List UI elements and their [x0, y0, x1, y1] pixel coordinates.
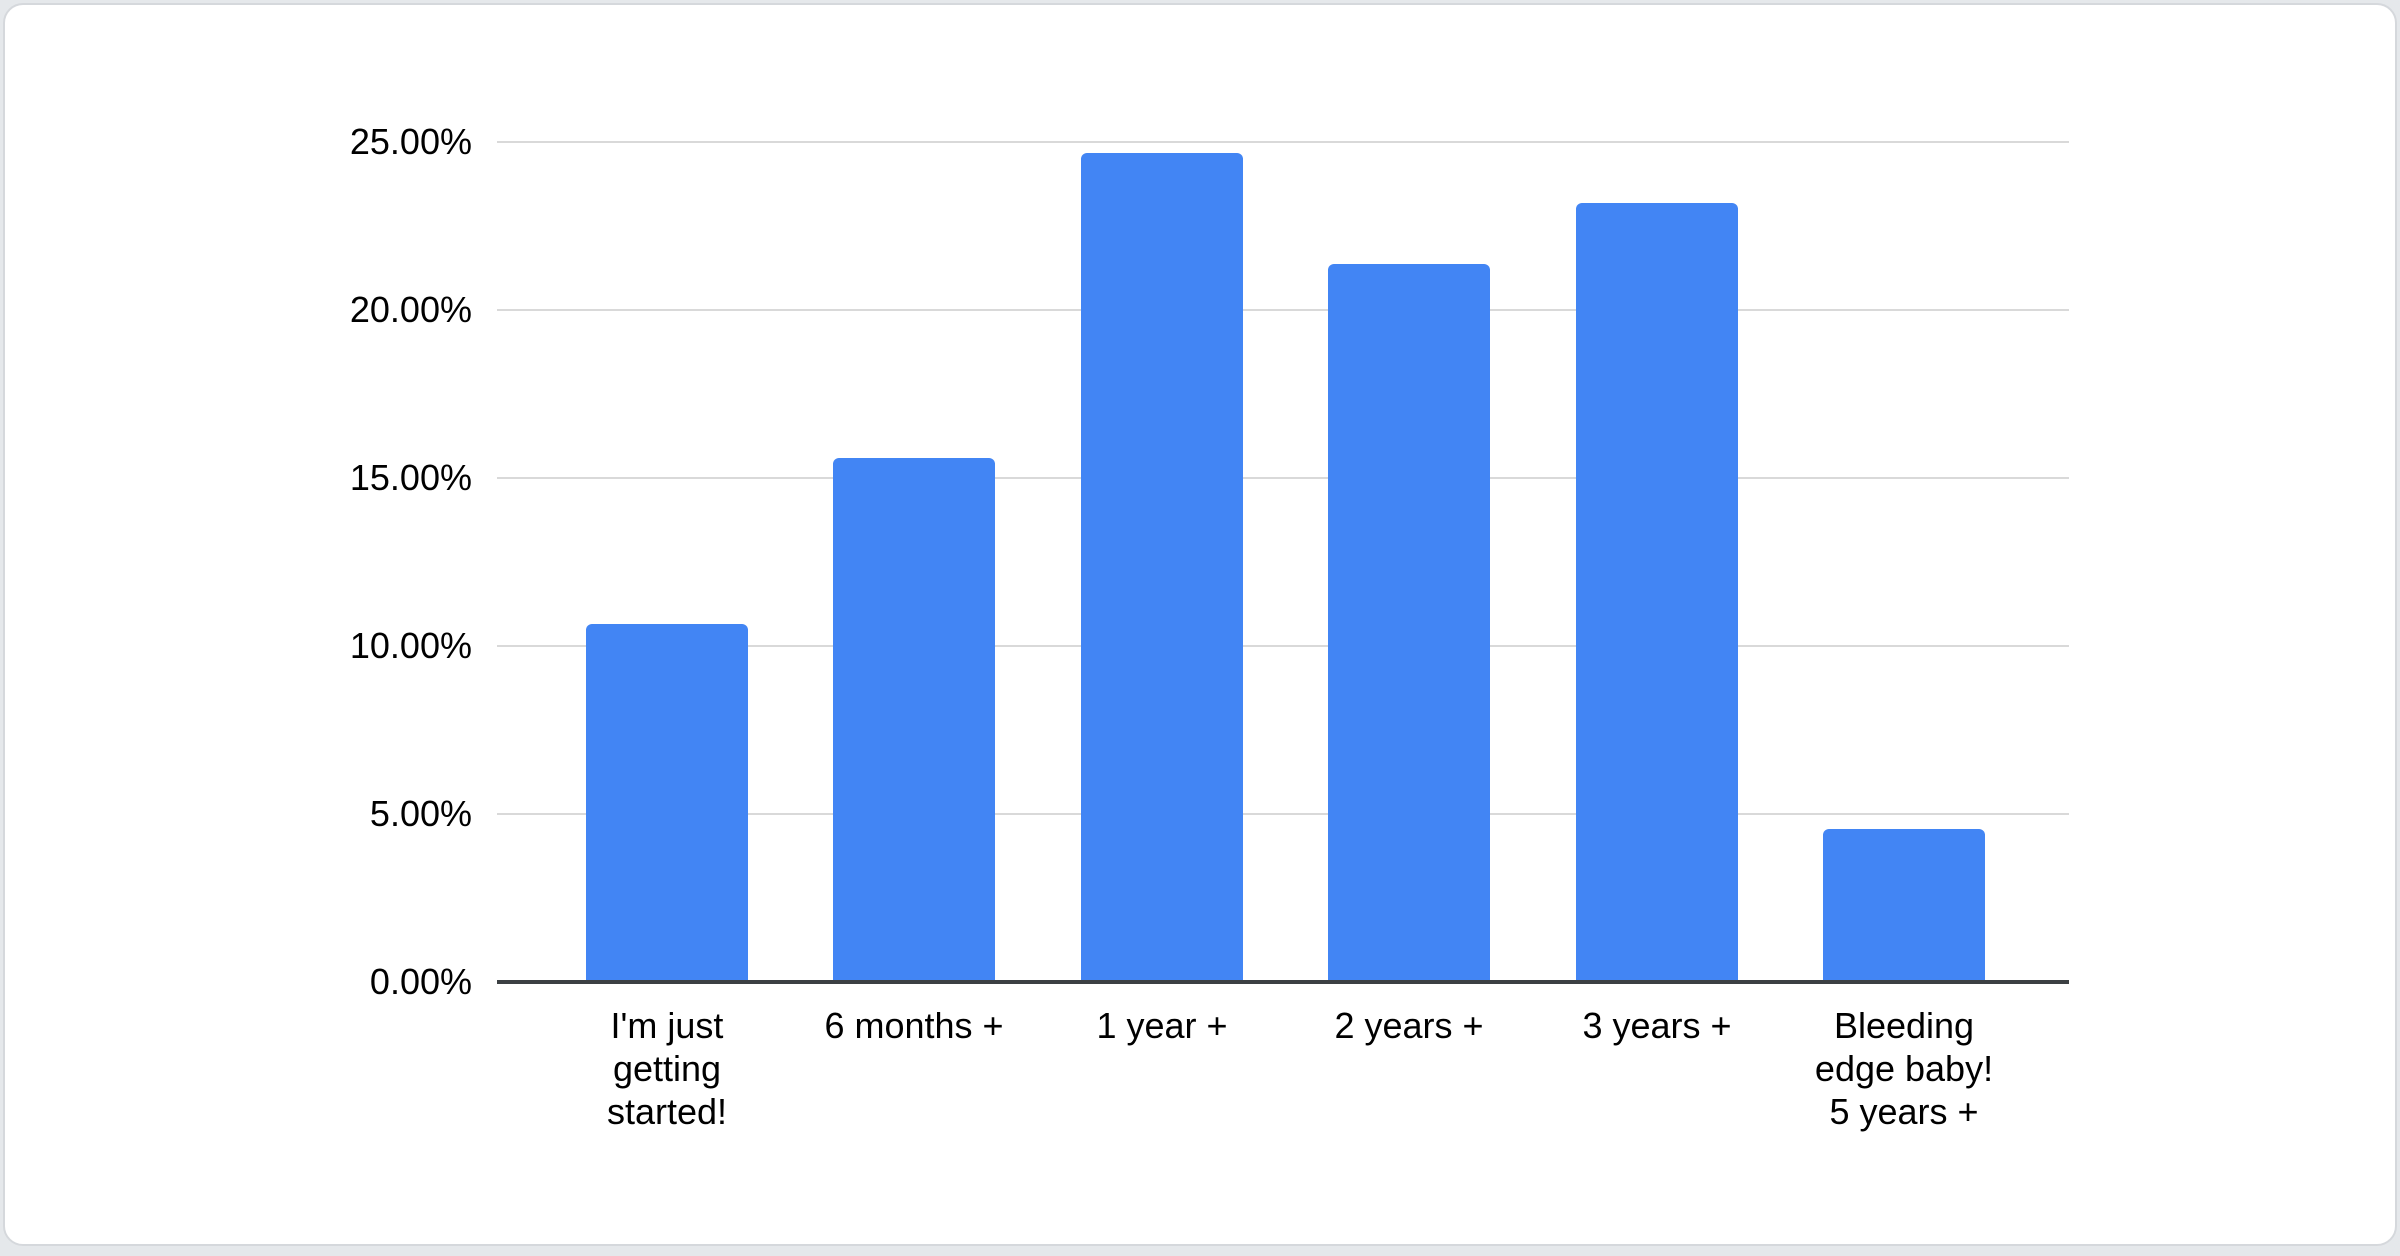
gridline-20.00%: [497, 309, 2069, 311]
x-axis-category-label: I'm just getting started!: [517, 1004, 817, 1133]
x-axis-category-label: 6 months +: [764, 1004, 1064, 1047]
y-axis-tick-label: 20.00%: [349, 289, 472, 330]
x-axis-category-label-line: 3 years +: [1582, 1005, 1732, 1046]
bar-5: [1576, 203, 1738, 982]
x-axis-category-label: 2 years +: [1259, 1004, 1559, 1047]
x-axis-category-label-line: getting: [612, 1048, 722, 1089]
gridlines-layer: [5, 5, 2395, 1244]
y-axis-tick-labels: 0.00% 5.00% 10.00% 15.00% 20.00% 25.00%: [5, 5, 2395, 1244]
x-axis-category-label-line: edge baby!: [1814, 1048, 1994, 1089]
bar-6: [1823, 829, 1985, 982]
bar-1: [586, 624, 748, 982]
x-axis-category-label-line: I'm just: [610, 1005, 724, 1046]
y-axis-tick-label: 10.00%: [349, 625, 472, 666]
bars-layer: [5, 5, 2395, 1244]
y-axis-tick-label: 5.00%: [369, 793, 472, 834]
x-axis-line: [497, 980, 2069, 984]
x-axis-category-label-line: 6 months +: [824, 1005, 1004, 1046]
x-axis-category-label: 3 years +: [1507, 1004, 1807, 1047]
x-axis-category-label-line: Bleeding: [1833, 1005, 1975, 1046]
bar-chart: 0.00% 5.00% 10.00% 15.00% 20.00% 25.00% I'm j…: [5, 5, 2395, 1244]
x-axis-category-label: Bleeding edge baby! 5 years +: [1754, 1004, 2054, 1133]
bar-3: [1081, 153, 1243, 982]
bar-2: [833, 458, 995, 982]
x-axis-category-label: 1 year +: [1012, 1004, 1312, 1047]
y-axis-tick-label: 25.00%: [349, 121, 472, 162]
x-axis-category-label-line: started!: [606, 1091, 728, 1132]
gridline-25.00%: [497, 141, 2069, 143]
x-axis-category-label-line: 2 years +: [1334, 1005, 1484, 1046]
y-axis-tick-label: 0.00%: [369, 961, 472, 1002]
gridline-10.00%: [497, 645, 2069, 647]
gridline-5.00%: [497, 813, 2069, 815]
y-axis-tick-label: 15.00%: [349, 457, 472, 498]
x-axis-category-label-line: 5 years +: [1829, 1091, 1979, 1132]
bar-4: [1328, 264, 1490, 982]
x-axis-category-labels: I'm just getting started! 6 months +1 year …: [5, 5, 2395, 1244]
x-axis-category-label-line: 1 year +: [1096, 1005, 1228, 1046]
chart-card: 0.00% 5.00% 10.00% 15.00% 20.00% 25.00% I'm j…: [3, 3, 2397, 1246]
gridline-15.00%: [497, 477, 2069, 479]
